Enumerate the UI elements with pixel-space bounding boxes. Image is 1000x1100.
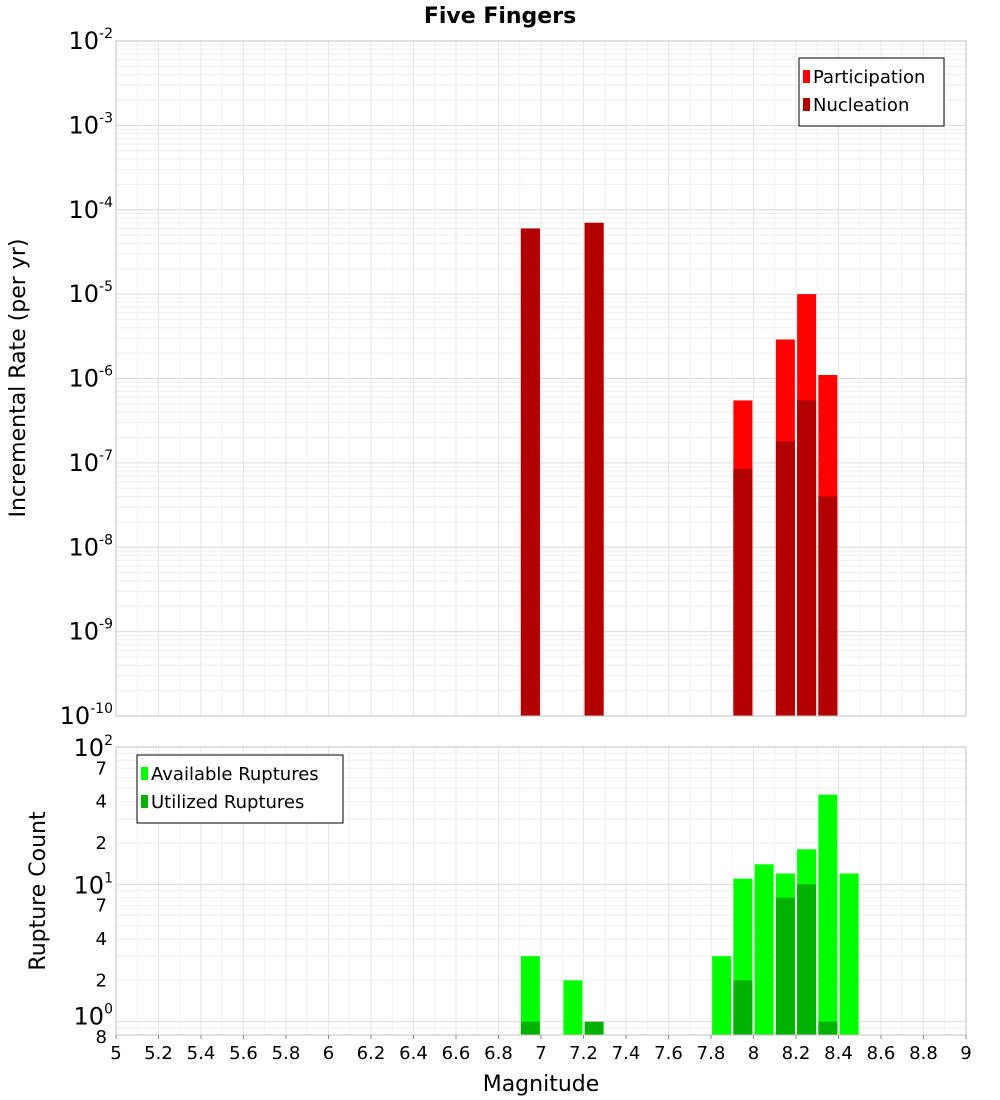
x-tick-label: 9 (960, 1043, 971, 1064)
x-tick-label: 8.4 (824, 1043, 853, 1064)
x-tick-label: 5.8 (272, 1043, 301, 1064)
bottom-bar-utilized-ruptures (520, 1021, 540, 1035)
x-tick-label: 8 (748, 1043, 759, 1064)
x-tick-label: 6.4 (399, 1043, 428, 1064)
top-y-tick-label: 10-2 (68, 26, 113, 55)
bottom-y-tick-label: 8 (96, 1027, 107, 1048)
top-bar-nucleation (733, 468, 753, 716)
bottom-bar-available-ruptures (712, 956, 732, 1035)
bottom-y-tick-label: 4 (96, 929, 107, 950)
bottom-bar-utilized-ruptures (797, 884, 817, 1035)
x-axis-label: Magnitude (483, 1072, 600, 1097)
bottom-y-tick-label: 102 (74, 733, 113, 762)
top-panel: 10-10 10-9 10-8 10-7 10-6 10-5 10-4 10-3 10-2 In… (6, 26, 967, 730)
top-bar-nucleation (797, 400, 817, 716)
bottom-legend-swatch (141, 795, 148, 808)
x-tick-label: 7.6 (654, 1043, 683, 1064)
x-tick-label: 5.2 (144, 1043, 173, 1064)
x-tick-label: 7.4 (612, 1043, 641, 1064)
bottom-bar-available-ruptures (818, 794, 838, 1035)
top-grid (115, 41, 967, 717)
bottom-bars (115, 746, 967, 1036)
top-bar-nucleation (520, 228, 540, 716)
x-tick-label: 6.2 (357, 1043, 386, 1064)
x-tick-label: 5.6 (229, 1043, 258, 1064)
bottom-y-tick-label: 101 (74, 870, 113, 899)
top-y-tick-label: 10-10 (60, 701, 113, 730)
x-tick-label: 7.8 (697, 1043, 726, 1064)
top-plot-frame (115, 40, 967, 717)
top-y-tick-label: 10-3 (68, 110, 113, 139)
top-bars (115, 40, 967, 717)
bottom-y-axis-label: Rupture Count (26, 811, 51, 971)
x-tick-label: 7 (535, 1043, 546, 1064)
bottom-y-tick-label: 100 (74, 1002, 113, 1031)
bottom-bar-available-ruptures (754, 864, 774, 1035)
x-tick-label: 8.8 (909, 1043, 938, 1064)
top-legend-swatch (803, 70, 810, 83)
top-bar-nucleation (584, 222, 604, 716)
top-bar-nucleation (775, 441, 795, 716)
x-tick-label: 5 (110, 1043, 121, 1064)
bottom-bar-utilized-ruptures (584, 1021, 604, 1035)
top-y-tick-label: 10-6 (68, 364, 113, 393)
x-tick-label: 8.6 (867, 1043, 896, 1064)
bottom-legend-swatch (141, 767, 148, 780)
bottom-y-tick-label: 4 (96, 792, 107, 813)
top-legend-label: Nucleation (813, 95, 909, 116)
top-legend-swatch (803, 98, 810, 111)
top-legend-label: Participation (813, 67, 925, 88)
x-tick-label: 6.6 (442, 1043, 471, 1064)
top-y-tick-label: 10-5 (68, 279, 113, 308)
top-y-ticks: 10-10 10-9 10-8 10-7 10-6 10-5 10-4 10-3 10-2 (60, 26, 114, 730)
x-ticks: 5 5.2 5.4 5.6 5.8 6 6.2 6.4 6.6 6.8 7 7.2 7.4 7.6 7.8 8… (110, 1035, 972, 1064)
x-tick-label: 7.2 (569, 1043, 598, 1064)
x-tick-label: 5.4 (187, 1043, 216, 1064)
bottom-legend-box (136, 754, 344, 824)
chart-title: Five Fingers (424, 4, 576, 29)
top-y-tick-label: 10-7 (68, 448, 113, 477)
bottom-y-tick-label: 7 (96, 758, 107, 779)
top-legend-box (798, 57, 945, 127)
bottom-y-tick-label: 2 (96, 833, 107, 854)
top-y-tick-label: 10-9 (68, 617, 113, 646)
top-y-axis-label: Incremental Rate (per yr) (6, 239, 31, 518)
x-tick-label: 8.2 (782, 1043, 811, 1064)
bottom-legend: Available Ruptures Utilized Ruptures (136, 754, 344, 824)
bottom-legend-label: Available Ruptures (151, 764, 319, 785)
bottom-bar-utilized-ruptures (818, 1021, 838, 1035)
top-y-tick-label: 10-4 (68, 195, 113, 224)
x-tick-label: 6.8 (484, 1043, 513, 1064)
top-legend: Participation Nucleation (798, 57, 945, 127)
bottom-bar-available-ruptures (563, 980, 583, 1035)
bottom-legend-label: Utilized Ruptures (151, 792, 304, 813)
top-y-tick-label: 10-8 (68, 532, 113, 561)
bottom-bar-utilized-ruptures (733, 980, 753, 1035)
bottom-bar-available-ruptures (839, 873, 859, 1035)
top-bar-nucleation (818, 496, 838, 716)
bottom-y-tick-label: 7 (96, 896, 107, 917)
bottom-bar-available-ruptures (520, 956, 540, 1035)
x-tick-label: 6 (323, 1043, 334, 1064)
bottom-bar-utilized-ruptures (775, 897, 795, 1035)
bottom-y-tick-label: 2 (96, 970, 107, 991)
